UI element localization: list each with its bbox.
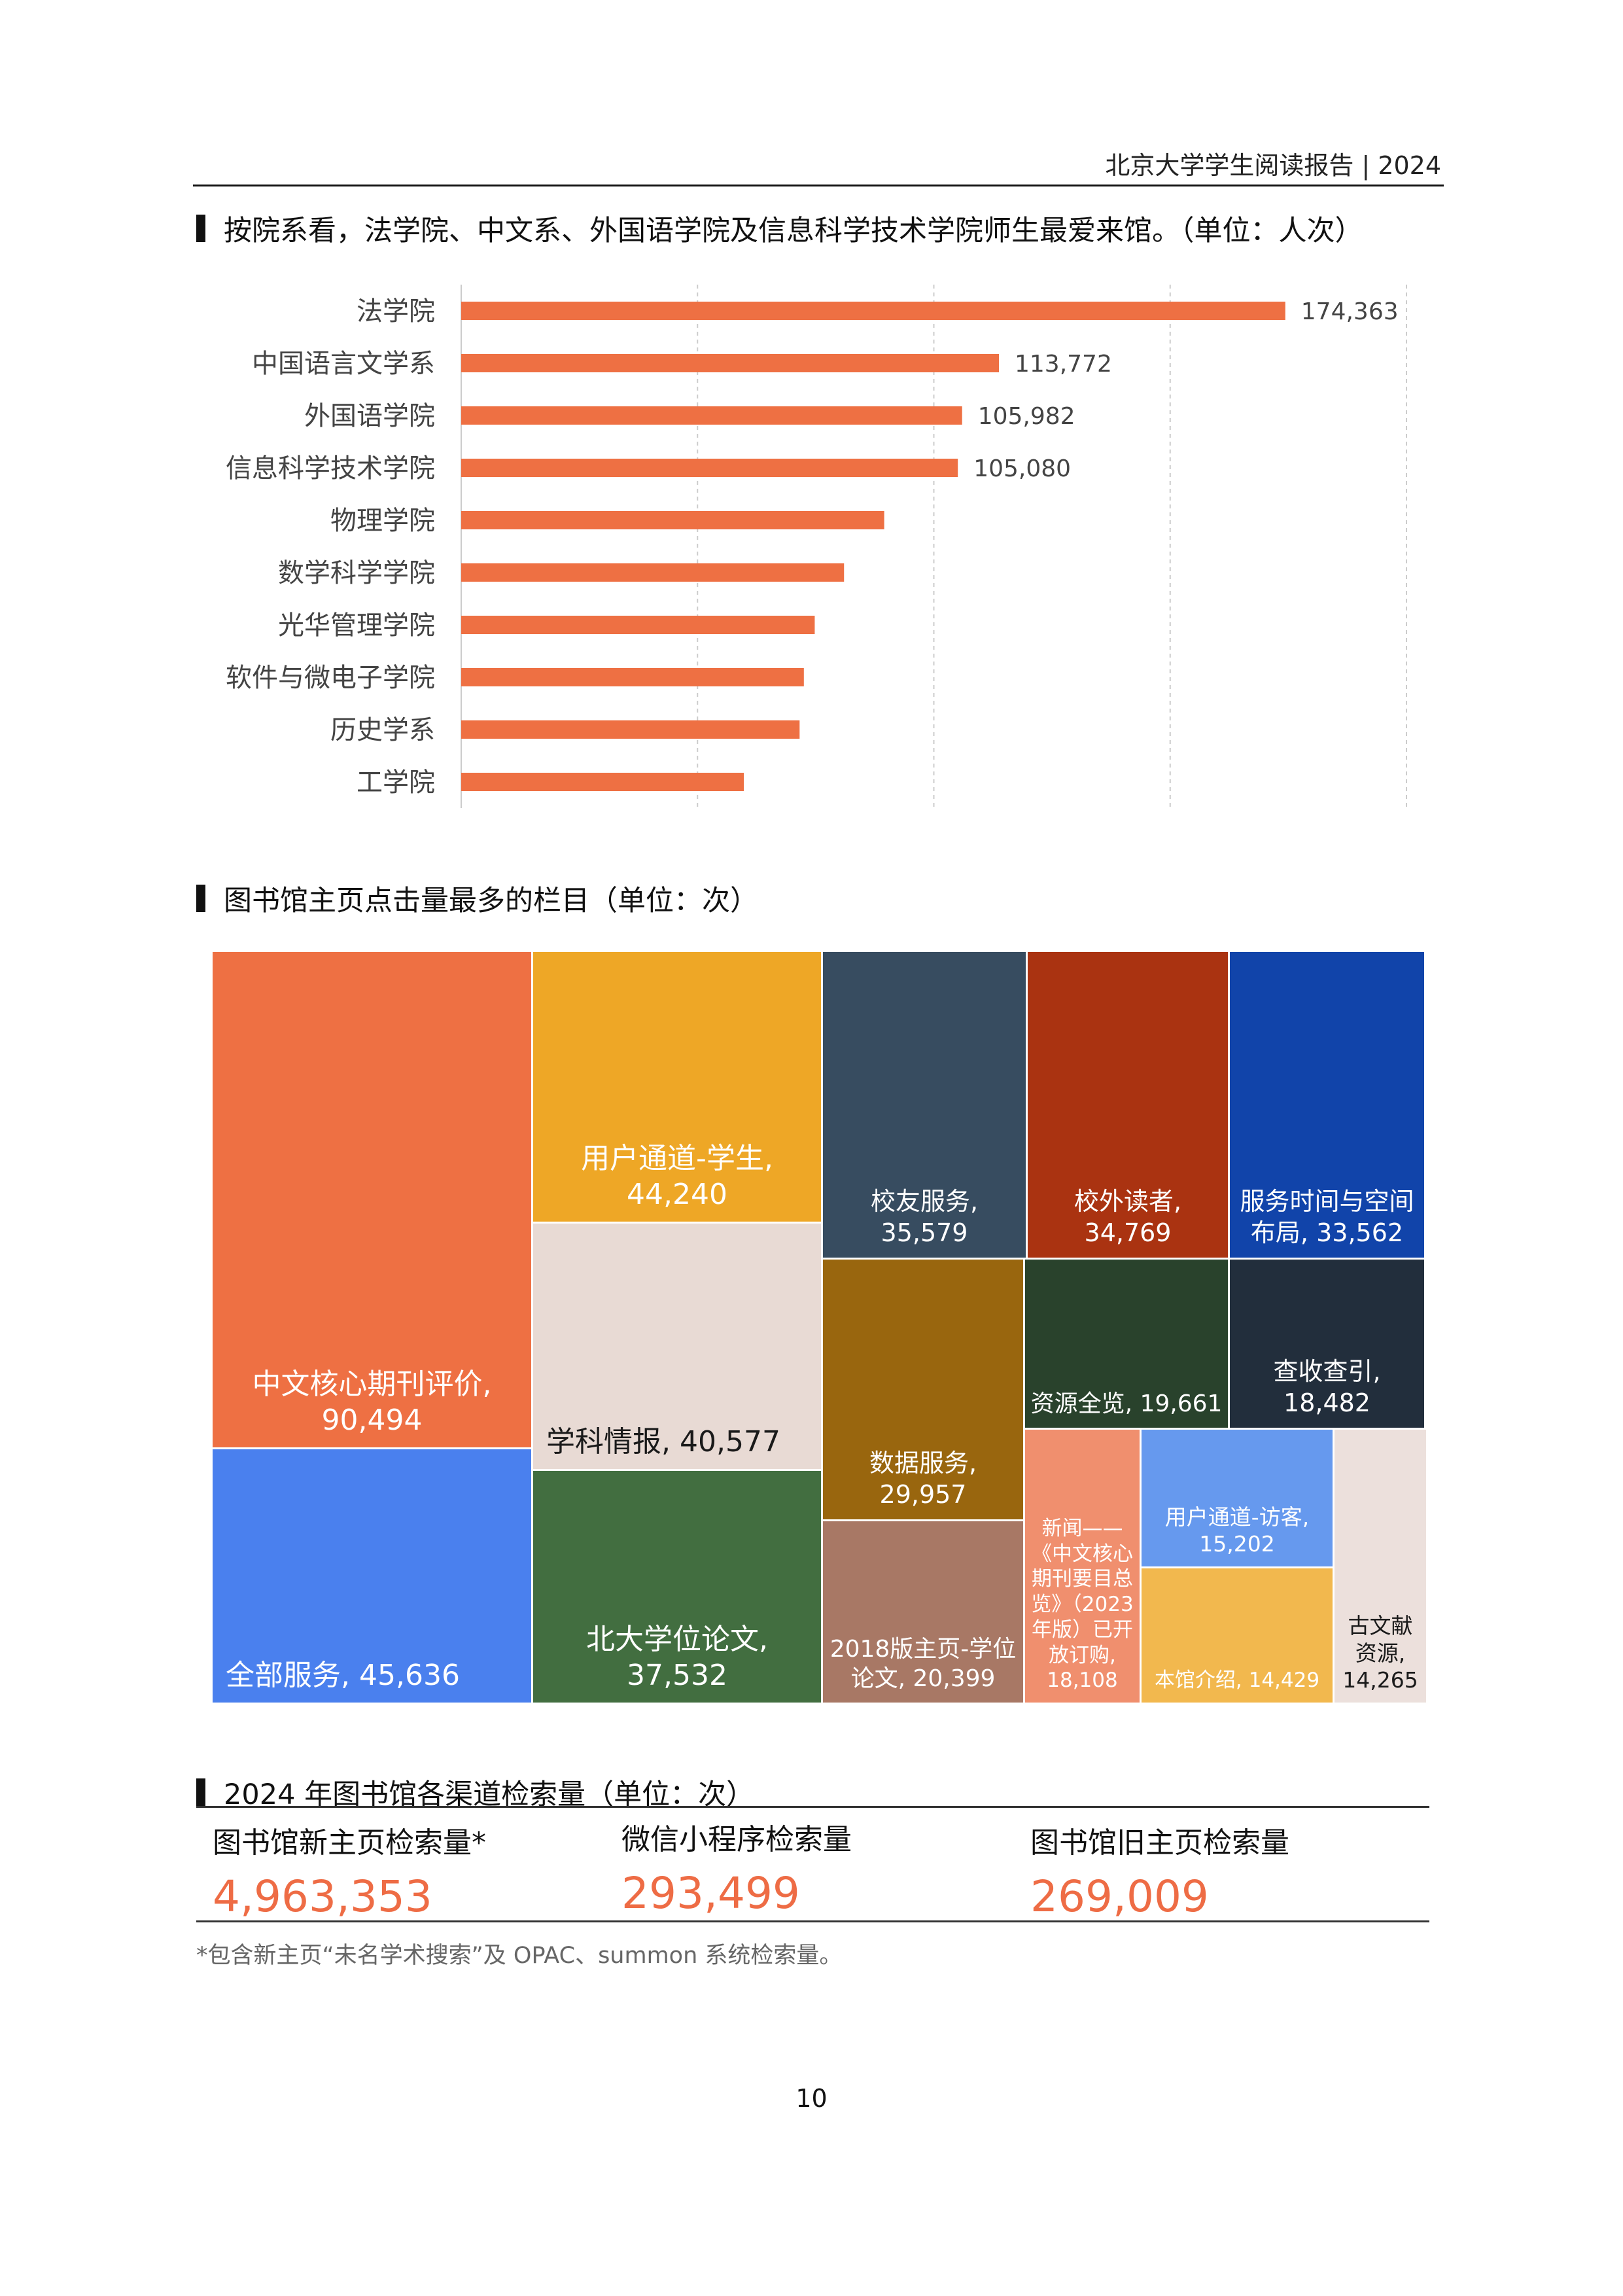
stat-value: 4,963,353: [213, 1871, 432, 1922]
bar: [461, 302, 1285, 320]
treemap-tile: 用户通道-访客, 15,202: [1142, 1430, 1335, 1568]
stats-bottom-divider: [196, 1920, 1429, 1922]
section-marker: [196, 1778, 205, 1806]
treemap-tile: 资源全览, 19,661: [1025, 1260, 1230, 1430]
footnote: *包含新主页“未名学术搜索”及 OPAC、summon 系统检索量。: [196, 1943, 843, 1969]
treemap-tile: 学科情报, 40,577: [533, 1224, 823, 1471]
category-label: 外国语学院: [304, 401, 435, 431]
header-divider: [193, 185, 1444, 186]
category-label: 信息科学技术学院: [226, 453, 435, 484]
treemap-tile: 校外读者, 34,769: [1028, 952, 1230, 1260]
category-label: 软件与微电子学院: [226, 663, 435, 693]
value-label: 113,772: [1015, 351, 1112, 378]
bar: [461, 773, 744, 791]
section-marker: [196, 885, 205, 912]
treemap-chart: 中文核心期刊评价, 90,494 全部服务, 45,636 用户通道-学生, 44,…: [213, 952, 1426, 1704]
value-label: 174,363: [1301, 298, 1399, 325]
section-title-text: 2024 年图书馆各渠道检索量（单位：次）: [224, 1778, 755, 1811]
stat-value: 269,009: [1030, 1871, 1209, 1922]
stat-label: 图书馆新主页检索量*: [213, 1826, 486, 1860]
treemap-tile: 校友服务, 35,579: [823, 952, 1028, 1260]
treemap-tile: 全部服务, 45,636: [213, 1449, 533, 1704]
bar: [461, 616, 815, 634]
section-title-text: 按院系看，法学院、中文系、外国语学院及信息科学技术学院师生最爱来馆。（单位：人次…: [224, 215, 1363, 247]
treemap-tile: 2018版主页-学位论文, 20,399: [823, 1521, 1025, 1704]
stat-label: 微信小程序检索量: [621, 1823, 852, 1856]
stat-new-homepage: 图书馆新主页检索量* 4,963,353: [213, 1819, 486, 1922]
treemap-tile: 数据服务, 29,957: [823, 1260, 1025, 1521]
bar: [461, 720, 800, 739]
stat-old-homepage: 图书馆旧主页检索量 269,009: [1030, 1819, 1289, 1922]
value-label: 105,080: [973, 455, 1071, 482]
treemap-tile: 查收查引, 18,482: [1230, 1260, 1426, 1430]
section-title-stats: 2024 年图书馆各渠道检索量（单位：次）: [196, 1772, 754, 1812]
bar: [461, 668, 804, 686]
page-number: 10: [795, 2084, 828, 2113]
bar: [461, 354, 1000, 372]
bar: [461, 511, 884, 529]
value-label: 105,982: [978, 403, 1075, 430]
stat-wechat-miniprogram: 微信小程序检索量 293,499: [621, 1816, 852, 1918]
category-label: 光华管理学院: [278, 610, 435, 641]
treemap-tile: 新闻——《中文核心期刊要目总览》（2023年版）已开放订购, 18,108: [1025, 1430, 1142, 1704]
treemap-tile: 本馆介绍, 14,429: [1142, 1568, 1335, 1704]
stats-top-divider: [196, 1806, 1429, 1808]
treemap-tile: 用户通道-学生, 44,240: [533, 952, 823, 1224]
section-title-text: 图书馆主页点击量最多的栏目（单位：次）: [224, 885, 758, 917]
bar: [461, 459, 958, 477]
treemap-tile: 北大学位论文, 37,532: [533, 1471, 823, 1704]
category-label: 法学院: [357, 296, 435, 327]
bar-chart: 法学院 174,363 中国语言文学系 113,772 外国语学院 105,982 信息科学…: [226, 285, 1407, 808]
category-label: 中国语言文学系: [252, 349, 435, 379]
stat-value: 293,499: [621, 1868, 800, 1918]
bar: [461, 563, 845, 582]
section-title-bar-chart: 按院系看，法学院、中文系、外国语学院及信息科学技术学院师生最爱来馆。（单位：人次…: [196, 208, 1363, 249]
category-label: 数学科学学院: [278, 558, 435, 588]
report-header-title: 北京大学学生阅读报告 | 2024: [1105, 151, 1441, 180]
category-label: 物理学院: [330, 506, 435, 536]
section-marker: [196, 215, 205, 242]
treemap-tile: 古文献资源, 14,265: [1335, 1430, 1426, 1704]
category-label: 历史学系: [330, 715, 435, 745]
treemap-tile: 服务时间与空间布局, 33,562: [1230, 952, 1426, 1260]
stat-label: 图书馆旧主页检索量: [1030, 1826, 1289, 1860]
treemap-tile: 中文核心期刊评价, 90,494: [213, 952, 533, 1449]
bar: [461, 406, 962, 425]
category-label: 工学院: [357, 768, 435, 798]
section-title-treemap: 图书馆主页点击量最多的栏目（单位：次）: [196, 878, 758, 919]
